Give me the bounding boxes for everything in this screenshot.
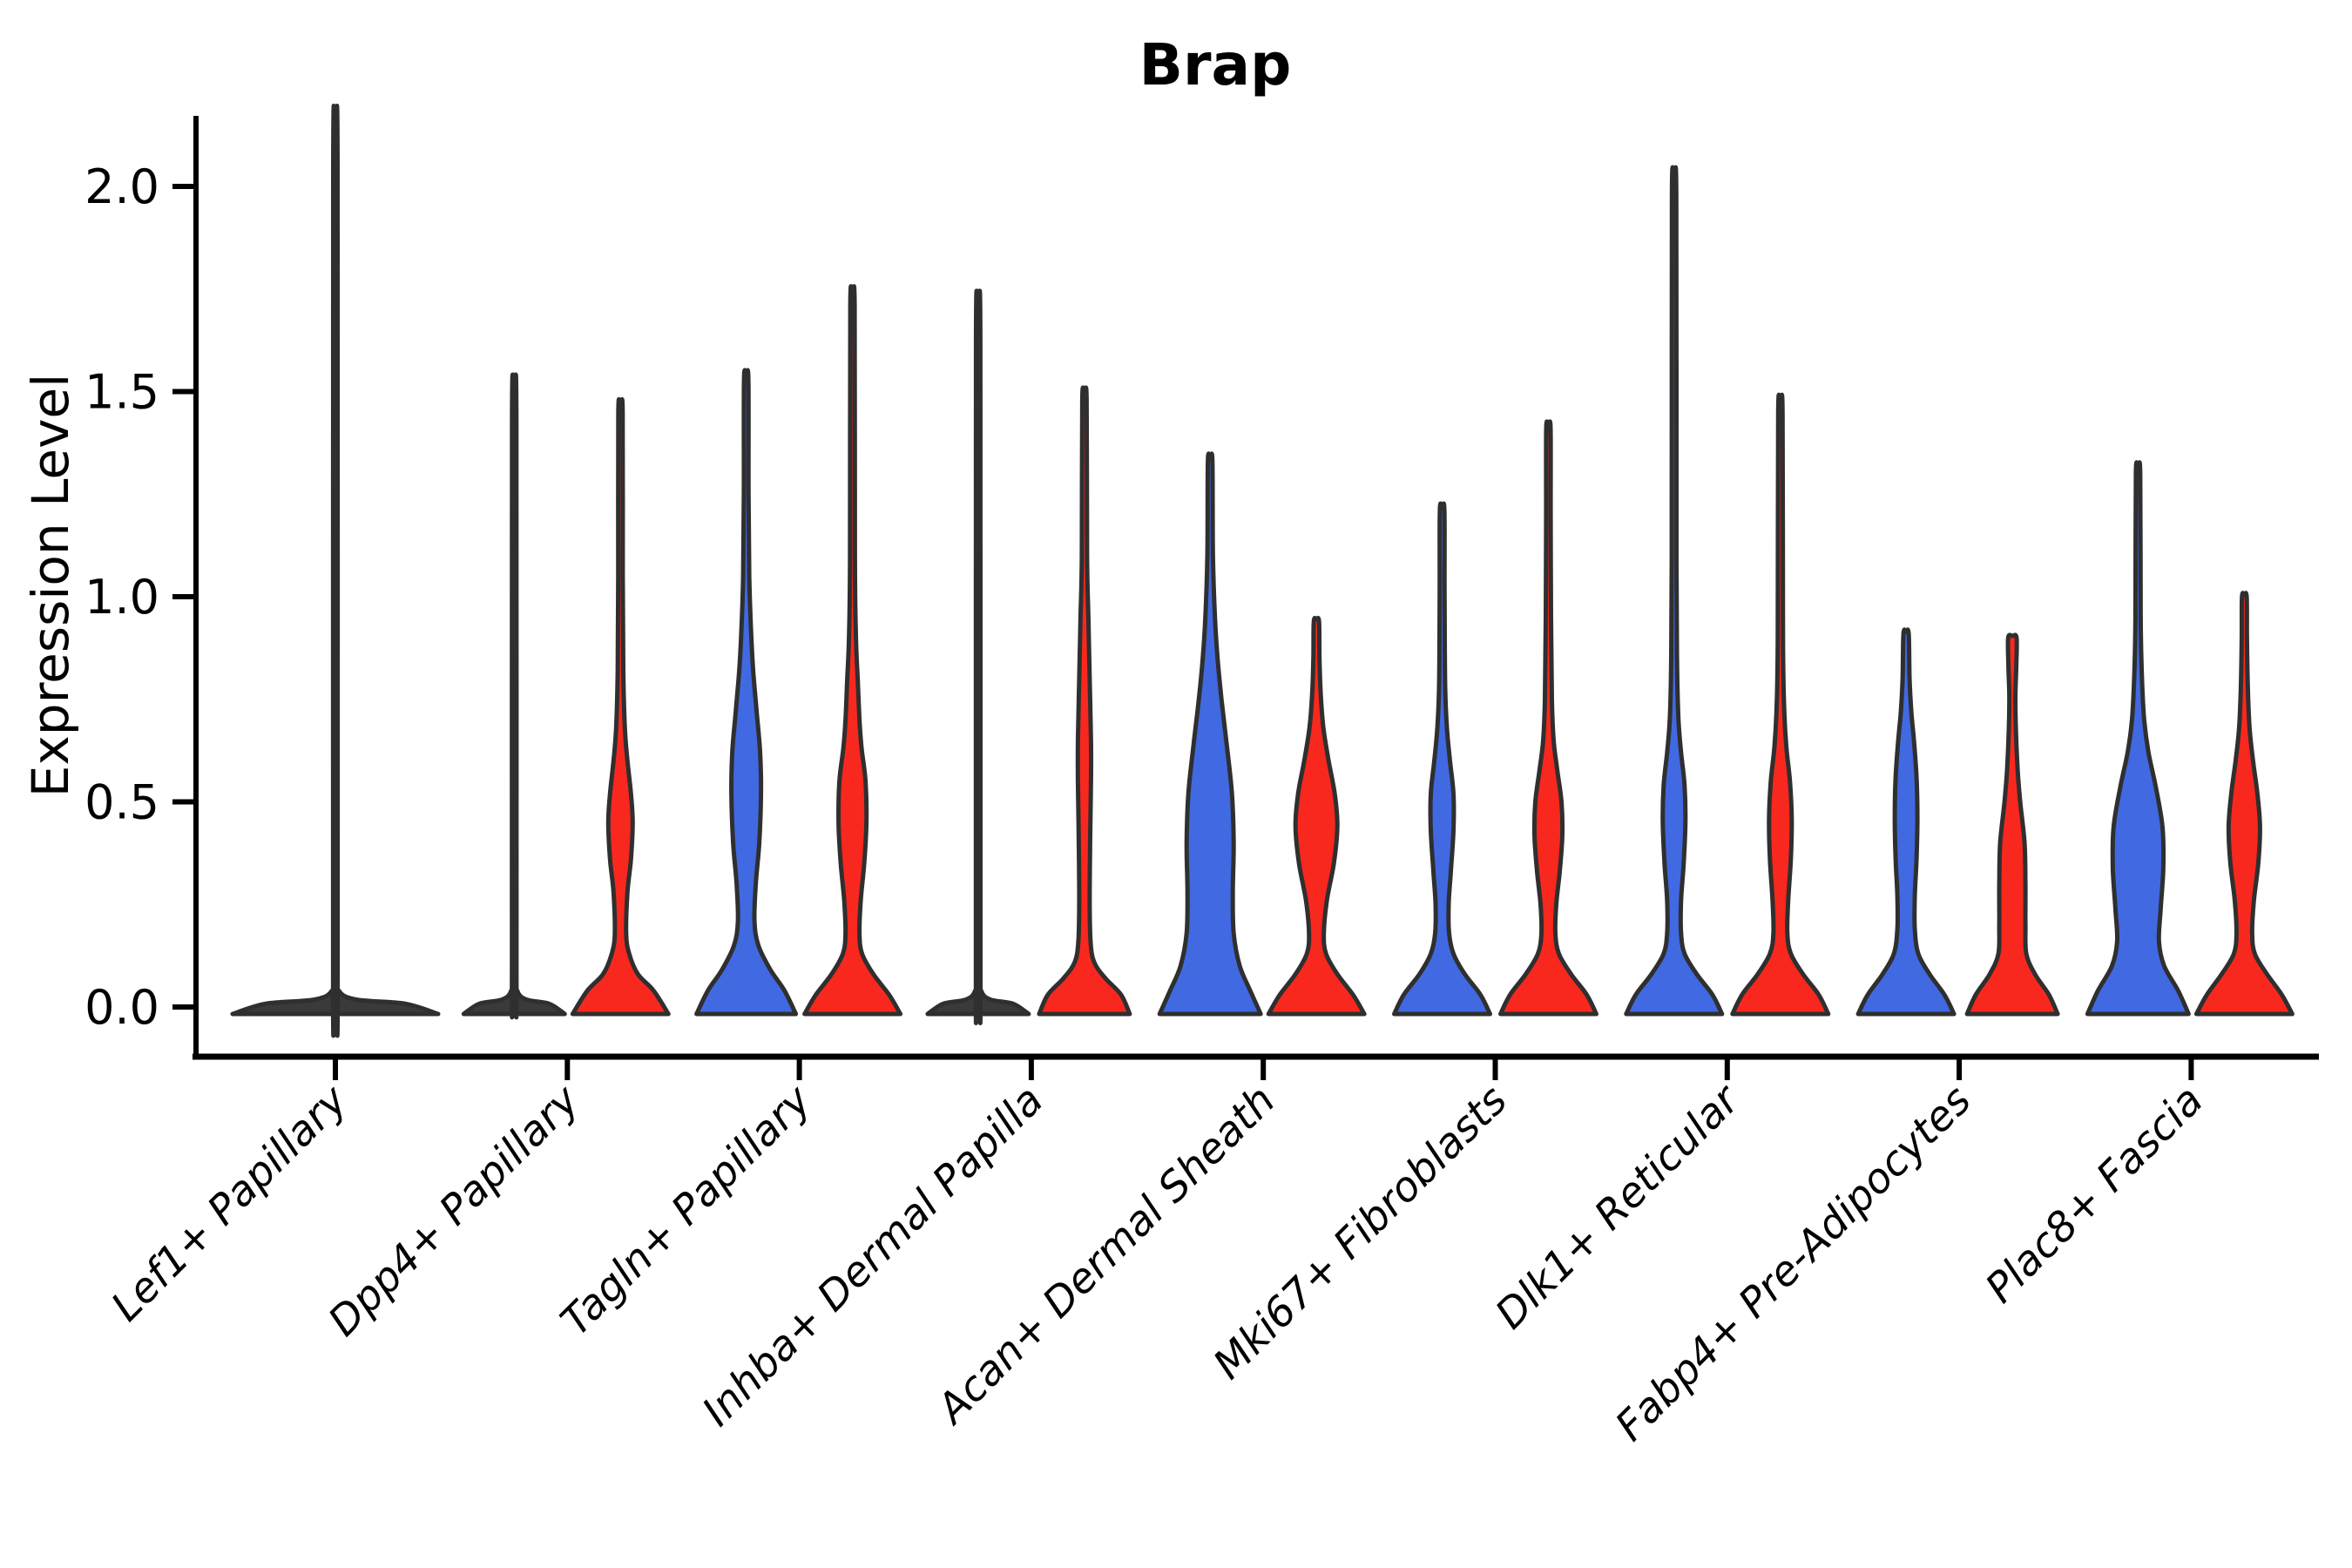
y-tick-label: 0.0 [84, 980, 159, 1035]
violin-lef1-papillary-center [230, 103, 441, 1038]
chart-title: Brap [1139, 31, 1292, 98]
violin-acan-dermal-sheath-left [1157, 451, 1263, 1017]
violin-tagln-papillary-left [694, 368, 799, 1017]
violin-dpp4-papillary-right [570, 396, 671, 1017]
violin-dpp4-papillary-left [461, 372, 567, 1020]
violin-dlk1-reticular-left [1624, 165, 1725, 1017]
y-axis-label: Expression Level [21, 373, 80, 798]
violin-mki67-fibroblasts-left [1392, 501, 1492, 1017]
y-tick-label: 2.0 [84, 159, 159, 214]
violin-inhba-dermal-papilla-right [1037, 385, 1132, 1017]
violin-dlk1-reticular-right [1730, 392, 1831, 1017]
violin-fabp4-pre-adipocytes-right [1964, 632, 2060, 1017]
violin-mki67-fibroblasts-right [1498, 419, 1598, 1017]
y-tick-label: 0.5 [84, 775, 159, 830]
violin-plac8-fascia-left [2085, 460, 2191, 1017]
violin-tagln-papillary-right [802, 284, 903, 1017]
y-tick-label: 1.0 [84, 570, 159, 625]
y-tick-label: 1.5 [84, 365, 159, 420]
violin-acan-dermal-sheath-right [1266, 615, 1367, 1017]
violin-plac8-fascia-right [2193, 591, 2295, 1017]
violin-inhba-dermal-papilla-left [925, 288, 1031, 1025]
violin-fabp4-pre-adipocytes-left [1855, 627, 1957, 1017]
